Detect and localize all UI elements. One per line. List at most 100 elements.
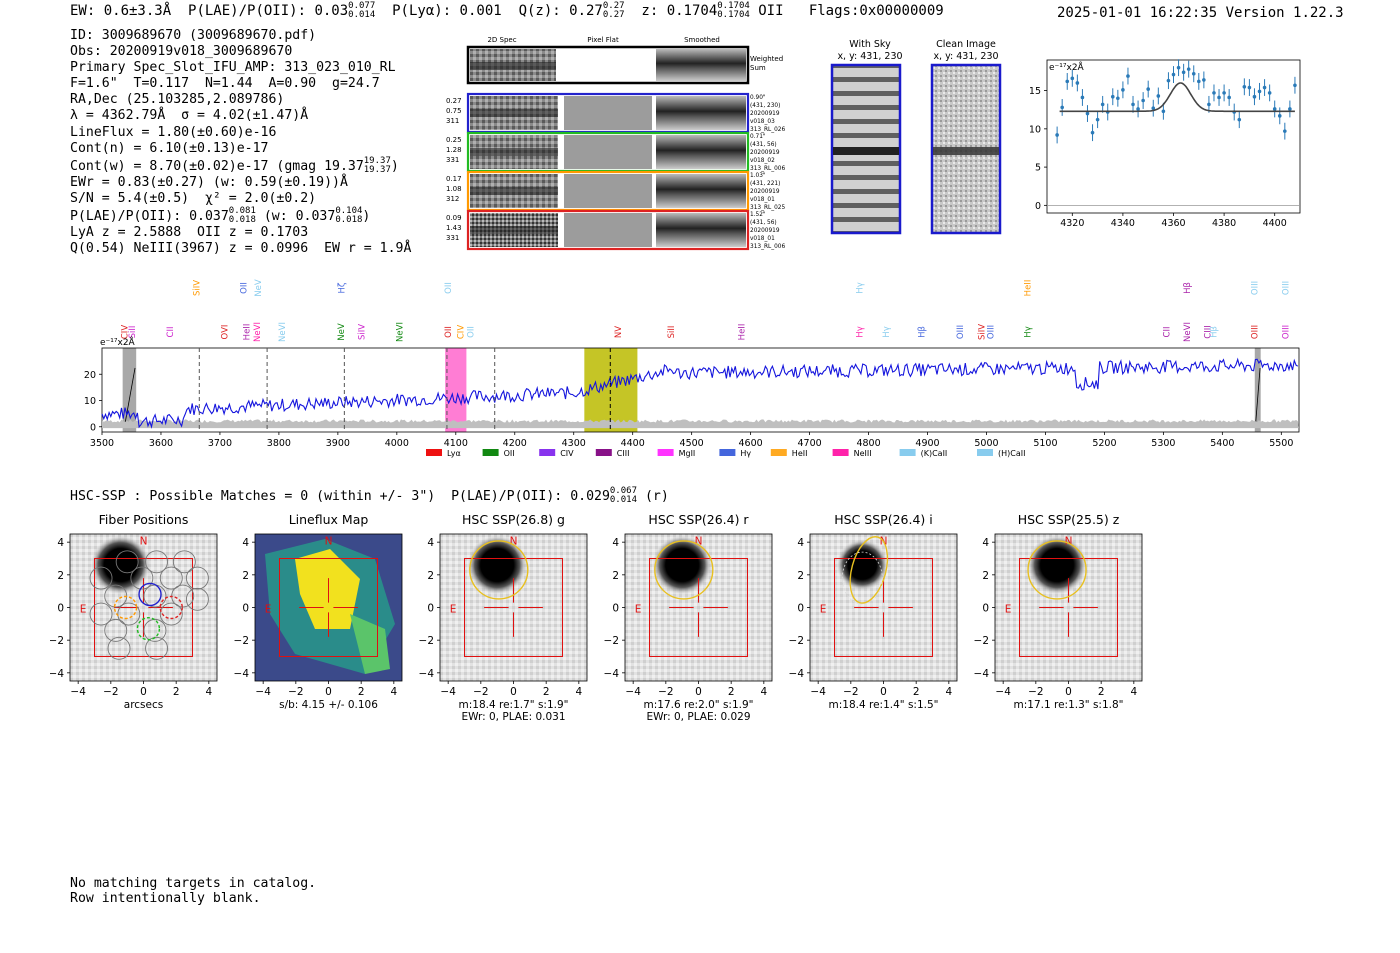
info-plae: P(LAE)/P(OII): 0.037 — [70, 209, 229, 225]
spectral-line-label-7: NeVI — [253, 322, 263, 342]
legend-label-5: Hγ — [740, 449, 751, 458]
fiber-circle — [89, 566, 113, 590]
spectral-line-label-8: NeV — [254, 279, 264, 297]
spectrum-error-band — [102, 419, 1299, 429]
spec-xtick-17: 5200 — [1092, 438, 1116, 449]
hsc-ytick: −4 — [974, 668, 990, 680]
fit-point — [1080, 89, 1085, 106]
spectrum-band-1 — [445, 348, 467, 432]
hsc-xtick: 2 — [173, 686, 180, 698]
fit-point — [1181, 63, 1186, 81]
fiber-circle — [107, 636, 131, 660]
hsc-ytick: 2 — [982, 570, 989, 582]
fit-curve — [1059, 82, 1295, 113]
hsc-ytick: 2 — [57, 570, 64, 582]
fit-xtick-3: 4380 — [1212, 218, 1236, 229]
weighted-label: Weighted Sum — [750, 55, 783, 72]
fiber-row-4-left-0: 0.09 — [446, 214, 462, 222]
fiber-row-1-left-1: 0.75 — [446, 107, 462, 115]
fit-point — [1065, 73, 1070, 90]
fiber-row-2-right-2: 20200919 — [750, 150, 780, 156]
spectral-line-label-19: SiII — [667, 326, 677, 339]
detection-info: ID: 3009689670 (3009689670.pdf) Obs: 202… — [70, 28, 411, 257]
fit-point — [1202, 71, 1206, 89]
info-plae-row: P(LAE)/P(OII): 0.037 0.081 0.018 (w: 0.037… — [70, 206, 371, 226]
fiber-circle — [145, 636, 169, 660]
hsc-lo: 0.014 — [609, 495, 637, 505]
fiber-row-2-pixelflat — [564, 135, 652, 169]
plae-lo: 0.014 — [348, 10, 376, 20]
hsc-aperture-box-4 — [834, 558, 933, 657]
fit-point — [1171, 66, 1176, 83]
hsc-ytick: 4 — [612, 537, 619, 549]
fiber-row-2-smoothed — [656, 135, 746, 169]
fiber-row-3-left-2: 312 — [446, 195, 459, 203]
fiber-row-2-right-3: v018_02 — [750, 158, 775, 164]
hsc-panel-title-4: HSC SSP(26.4) i — [834, 512, 932, 527]
fiber-circle — [117, 602, 141, 626]
fiber-row-3-right-0: 1.03" — [750, 173, 766, 179]
contw-lo: 19.37 — [363, 164, 391, 175]
fiber-highlight — [138, 582, 162, 607]
hsc-xtick: −2 — [1028, 686, 1043, 698]
fit-point — [1262, 79, 1267, 96]
hsc-ytick: 2 — [427, 570, 434, 582]
hsc-panel-3: HSC SSP(26.4) r N E −4 −4 −2 −2 0 0 2 2 4 4 m:17.6 re… — [604, 512, 773, 723]
north-label: N — [510, 536, 518, 548]
legend-label-4: MgII — [679, 449, 696, 458]
plae-hi: 0.077 — [348, 1, 376, 11]
info-lambda: λ = 4362.79Å σ = 4.02(±1.47)Å — [70, 108, 309, 124]
fiber-circle — [104, 618, 128, 642]
fiber-row-4-smoothed — [656, 213, 746, 247]
hsc-xtick: −2 — [843, 686, 858, 698]
col-title-2dspec: 2D Spec — [487, 36, 516, 44]
hsc-ytick: 2 — [242, 570, 249, 582]
fiber-row-2-left-2: 331 — [446, 156, 459, 164]
hsc-panel-title-5: HSC SSP(25.5) z — [1018, 512, 1120, 527]
spec-xtick-5: 4000 — [385, 438, 409, 449]
info-plae-lo: 0.018 — [228, 215, 256, 226]
hsc-caption-0-0: arcsecs — [124, 699, 163, 711]
fit-ylabel-unit: e⁻¹⁷x2Å — [1049, 61, 1085, 73]
info-contw: Cont(w) = 8.70(±0.02)e-17 (gmag 19.37 — [70, 158, 364, 174]
fiber-circle — [185, 566, 209, 590]
hsc-xtick: −4 — [70, 686, 86, 698]
legend-label-0: Lyα — [447, 449, 461, 458]
spectral-line-label-29: Hγ — [1024, 326, 1034, 337]
fiber-row-1-right-4: 313_RL_026 — [750, 127, 785, 133]
info-ewr: EWr = 0.83(±0.27) (w: 0.59(±0.19))Å — [70, 174, 348, 190]
fit-point — [1060, 99, 1064, 116]
fit-point — [1095, 111, 1100, 129]
fiber-highlight — [159, 595, 183, 620]
spec-xtick-20: 5500 — [1269, 438, 1293, 449]
sky-title: With Sky — [849, 39, 891, 50]
legend-entry-6: HeII — [770, 449, 807, 458]
fiber-row-1-right-1: (431, 230) — [750, 103, 780, 109]
east-label: E — [450, 603, 457, 615]
version: Version 1.22.3 — [1225, 5, 1344, 21]
contw-hi: 19.37 — [363, 155, 391, 166]
hsc-xtick: 4 — [945, 686, 952, 698]
hsc-ytick: 0 — [612, 603, 619, 615]
fiber-row-4-right-1: (431, 56) — [750, 220, 777, 226]
hsc-ellipse-5 — [1027, 540, 1087, 600]
spectral-line-label-30: CII — [1162, 327, 1172, 338]
legend-label-1: OII — [504, 449, 515, 458]
east-label: E — [265, 603, 272, 615]
fiber-row-1-left-2: 311 — [446, 117, 459, 125]
hsc-xtick: 4 — [575, 686, 582, 698]
qz-value: Q(z): 0.27 — [518, 3, 603, 19]
fit-point — [1247, 79, 1252, 96]
hsc-source-0 — [90, 535, 151, 596]
fit-point — [1242, 78, 1247, 96]
hsc-caption-5-0: m:17.1 re:1.3" s:1.8" — [1014, 699, 1124, 711]
hsc-ytick: 0 — [242, 603, 249, 615]
spectral-line-label-22: Hγ — [856, 326, 866, 337]
clean-sub: x, y: 431, 230 — [933, 51, 998, 62]
fit-point — [1267, 84, 1272, 102]
hsc-aperture-box-2 — [464, 558, 563, 657]
hsc-caption-2-0: m:18.4 re:1.7" s:1.9" — [459, 699, 569, 711]
hsc-xtick: −4 — [995, 686, 1011, 698]
clean-title: Clean Image — [936, 39, 996, 50]
spectral-line-label-12: SiIV — [357, 324, 367, 340]
